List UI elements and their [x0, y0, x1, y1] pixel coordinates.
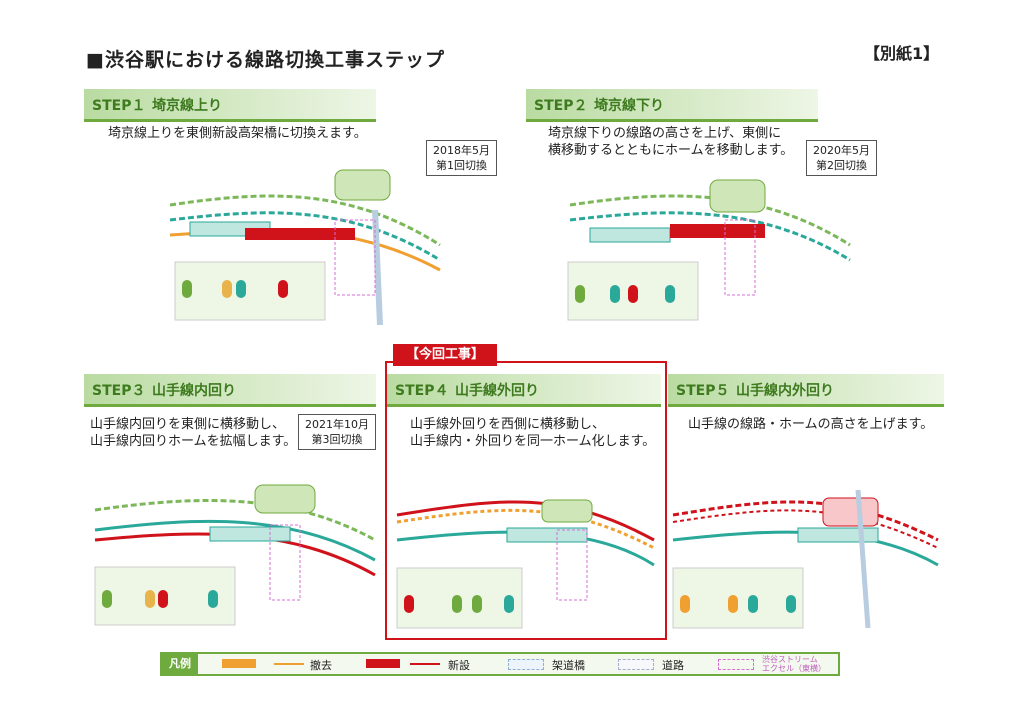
- legend-remove-swatch: [222, 659, 256, 668]
- step2-header: STEP２ 埼京線下り: [526, 89, 818, 122]
- legend-bridge-swatch: [508, 659, 544, 670]
- legend-new-line: [410, 663, 440, 665]
- step2-datebox: 2020年5月 第2回切換: [806, 140, 877, 176]
- step1-name: 埼京線上り: [152, 98, 222, 114]
- legend-road-swatch: [618, 659, 654, 670]
- current-work-tag: 【今回工事】: [393, 344, 497, 366]
- legend-new-text: 新設: [448, 659, 470, 672]
- step1-datebox: 2018年5月 第1回切換: [426, 140, 497, 176]
- step5-number: STEP５: [676, 383, 730, 399]
- legend-remove-line: [274, 663, 304, 665]
- legend-label: 凡例: [162, 654, 198, 674]
- step2-name: 埼京線下り: [594, 98, 664, 114]
- step4-name: 山手線外回り: [455, 383, 539, 399]
- step3-description: 山手線内回りを東側に横移動し、 山手線内回りホームを拡幅します。: [90, 417, 297, 449]
- page-title: ■渋谷駅における線路切換工事ステップ: [86, 49, 445, 71]
- legend-stream-text: 渋谷ストリーム エクセル（東横）: [762, 655, 826, 673]
- step1-header: STEP１ 埼京線上り: [84, 89, 376, 122]
- legend-stream-swatch: [718, 659, 754, 670]
- step5-header: STEP５ 山手線内外回り: [668, 374, 944, 407]
- step3-header: STEP３ 山手線内回り: [84, 374, 376, 407]
- current-work-frame: [385, 361, 667, 640]
- step1-description: 埼京線上りを東側新設高架橋に切換えます。: [108, 126, 367, 141]
- step2-number: STEP２: [534, 98, 588, 114]
- legend-bridge-text: 架道橋: [552, 659, 585, 672]
- legend-new-swatch: [366, 659, 400, 668]
- step3-name: 山手線内回り: [152, 383, 236, 399]
- step1-number: STEP１: [92, 98, 146, 114]
- step4-track-diagram: [396, 499, 655, 629]
- step4-description: 山手線外回りを西側に横移動し、 山手線内・外回りを同一ホーム化します。: [410, 417, 656, 449]
- step4-header: STEP４ 山手線外回り: [387, 374, 661, 407]
- step5-name: 山手線内外回り: [736, 383, 834, 399]
- step2-description: 埼京線下りの線路の高さを上げ、東側に 横移動するとともにホームを移動します。: [548, 126, 794, 158]
- step5-track-diagram: [672, 489, 939, 629]
- step3-datebox: 2021年10月 第3回切換: [298, 414, 376, 450]
- step3-track-diagram: [94, 484, 376, 626]
- attachment-label: 【別紙1】: [864, 44, 940, 63]
- step3-number: STEP３: [92, 383, 146, 399]
- step4-number: STEP４: [395, 383, 449, 399]
- step5-description: 山手線の線路・ホームの高さを上げます。: [688, 417, 934, 432]
- legend-road-text: 道路: [662, 659, 684, 672]
- step2-track-diagram: [567, 179, 851, 321]
- legend-remove-text: 撤去: [310, 659, 332, 672]
- step1-track-diagram: [169, 169, 441, 325]
- legend: 凡例 撤去 新設 架道橋 道路 渋谷ストリーム エクセル（東横）: [160, 652, 840, 676]
